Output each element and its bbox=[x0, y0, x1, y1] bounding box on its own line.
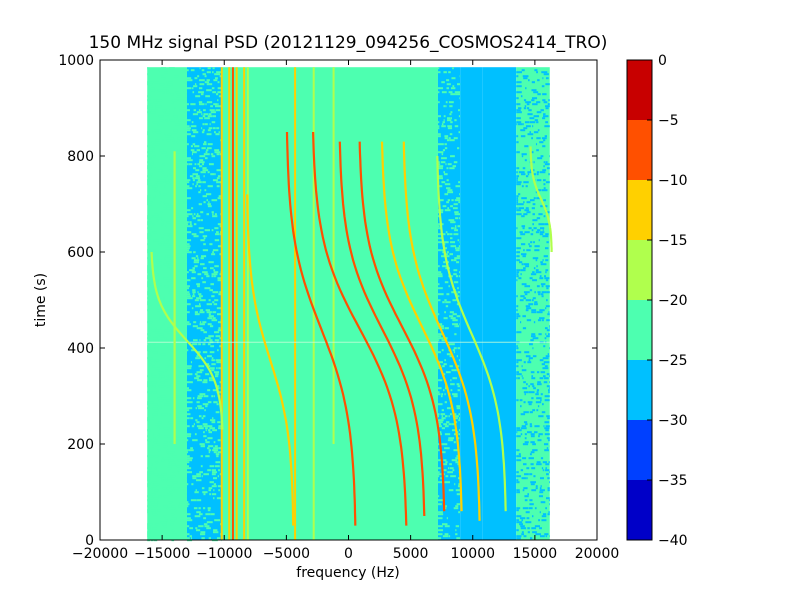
x-tick-label-7: 15000 bbox=[513, 546, 558, 562]
heatmap-image bbox=[147, 67, 553, 542]
colorbar-segment-5 bbox=[627, 180, 652, 240]
colorbar-tick-label-8: −40 bbox=[658, 533, 688, 549]
doppler-track-2 bbox=[246, 194, 295, 526]
doppler-track-10 bbox=[529, 146, 553, 252]
y-tick-label-1: 200 bbox=[67, 437, 94, 453]
x-tick-label-1: −15000 bbox=[134, 546, 190, 562]
x-tick-label-2: −10000 bbox=[196, 546, 252, 562]
colorbar-tick-label-3: −15 bbox=[658, 233, 688, 249]
doppler-track-5 bbox=[338, 141, 426, 517]
colorbar-tick-label-2: −10 bbox=[658, 173, 688, 189]
x-tick-label-6: 10000 bbox=[450, 546, 495, 562]
x-tick-label-3: −5000 bbox=[263, 546, 310, 562]
colorbar: 0 −5 −10 −15 −20 −25 −30 −35 −40 bbox=[626, 53, 688, 549]
colorbar-segment-3 bbox=[627, 300, 652, 360]
y-tick-label-0: 0 bbox=[85, 533, 94, 549]
colorbar-segment-6 bbox=[627, 120, 652, 180]
chart-title: 150 MHz signal PSD (20121129_094256_COSM… bbox=[89, 33, 608, 53]
x-tick-label-0: −20000 bbox=[72, 546, 128, 562]
colorbar-tick-label-0: 0 bbox=[658, 53, 667, 69]
doppler-track-7 bbox=[380, 141, 463, 512]
colorbar-tick-label-5: −25 bbox=[658, 353, 688, 369]
colorbar-segment-7 bbox=[627, 60, 652, 120]
x-axis-label: frequency (Hz) bbox=[296, 565, 399, 581]
background-band-4 bbox=[460, 67, 483, 540]
y-tick-label-3: 600 bbox=[67, 245, 94, 261]
colorbar-tick-label-6: −30 bbox=[658, 413, 688, 429]
band-noise-6 bbox=[516, 69, 550, 540]
colorbar-tick-label-7: −35 bbox=[658, 473, 688, 489]
colorbar-segment-1 bbox=[627, 420, 652, 480]
doppler-track-6 bbox=[358, 141, 446, 512]
band-noise-0 bbox=[147, 67, 187, 542]
x-axis: −20000 −15000 −10000 −5000 0 5000 10000 15000 20… bbox=[72, 60, 619, 562]
y-axis-label: time (s) bbox=[33, 273, 49, 327]
x-tick-label-4: 0 bbox=[344, 546, 353, 562]
doppler-track-8 bbox=[402, 141, 481, 521]
y-tick-label-4: 800 bbox=[67, 149, 94, 165]
doppler-track-1 bbox=[150, 251, 224, 430]
doppler-track-3 bbox=[285, 131, 357, 526]
y-axis: 0 200 400 600 800 1000 bbox=[58, 53, 597, 549]
x-tick-label-5: 5000 bbox=[393, 546, 429, 562]
colorbar-segment-4 bbox=[627, 240, 652, 300]
y-tick-label-5: 1000 bbox=[58, 53, 94, 69]
doppler-track-4 bbox=[312, 131, 408, 526]
colorbar-tick-label-4: −20 bbox=[658, 293, 688, 309]
doppler-track-9 bbox=[436, 155, 507, 512]
x-tick-label-8: 20000 bbox=[575, 546, 620, 562]
colorbar-segment-0 bbox=[627, 480, 652, 540]
colorbar-segment-2 bbox=[627, 360, 652, 420]
y-tick-label-2: 400 bbox=[67, 341, 94, 357]
background-band-5 bbox=[482, 67, 517, 540]
colorbar-tick-label-1: −5 bbox=[658, 113, 679, 129]
